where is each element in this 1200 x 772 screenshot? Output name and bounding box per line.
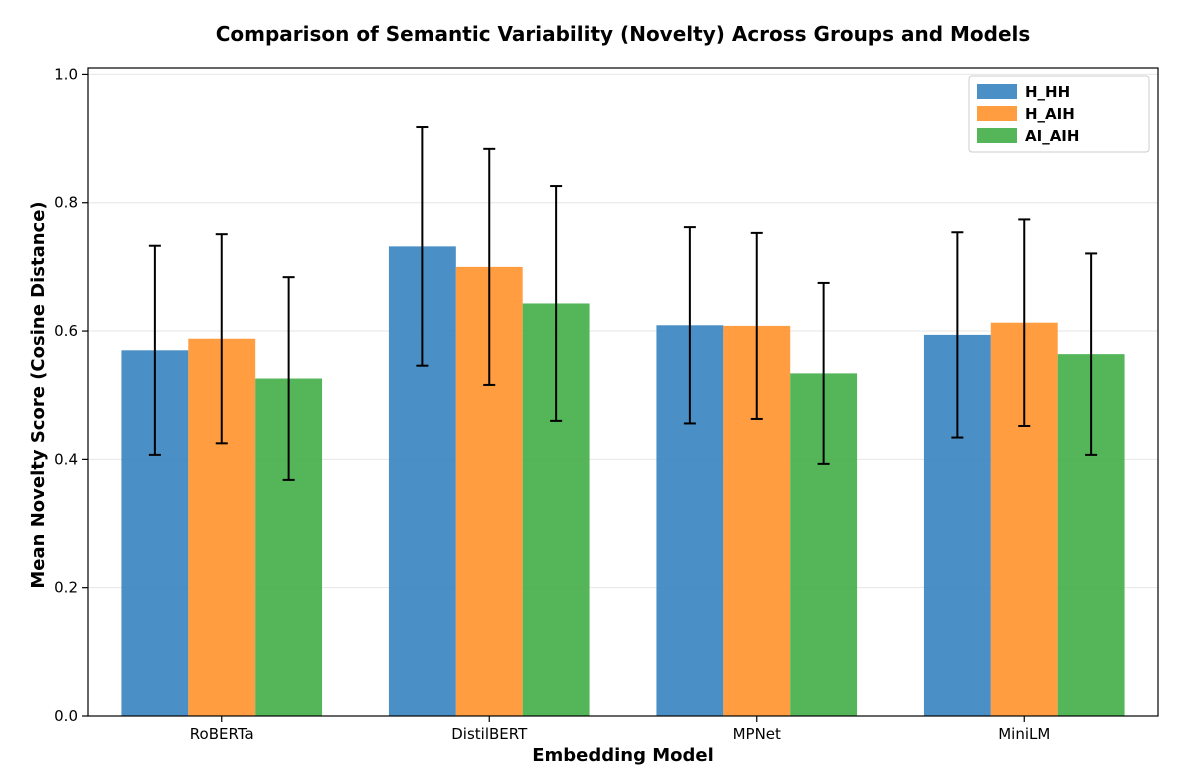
y-tick-label: 0.8 bbox=[54, 194, 78, 212]
y-tick-label: 0.2 bbox=[54, 579, 78, 597]
legend-label: H_HH bbox=[1025, 83, 1070, 101]
legend-swatch-H_AIH bbox=[977, 106, 1017, 121]
x-tick-label: MiniLM bbox=[998, 725, 1050, 743]
legend-label: AI_AIH bbox=[1025, 127, 1079, 145]
bars bbox=[121, 246, 1125, 716]
x-tick-label: DistilBERT bbox=[451, 725, 528, 743]
x-axis-ticks: RoBERTa DistilBERT MPNet MiniLM bbox=[190, 716, 1050, 743]
legend-swatch-H_HH bbox=[977, 84, 1017, 99]
legend: H_HH H_AIH AI_AIH bbox=[968, 75, 1150, 153]
y-axis-label: Mean Novelty Score (Cosine Distance) bbox=[28, 201, 49, 588]
y-tick-label: 0.4 bbox=[54, 450, 78, 468]
x-axis-label: Embedding Model bbox=[532, 745, 714, 766]
error-bars bbox=[148, 126, 1098, 481]
chart-title: Comparison of Semantic Variability (Nove… bbox=[216, 22, 1031, 46]
y-tick-label: 0.6 bbox=[54, 322, 78, 340]
legend-swatch-AI_AIH bbox=[977, 128, 1017, 143]
legend-label: H_AIH bbox=[1025, 105, 1075, 123]
y-tick-label: 0.0 bbox=[54, 707, 78, 725]
y-tick-label: 1.0 bbox=[54, 65, 78, 83]
x-tick-label: MPNet bbox=[733, 725, 781, 743]
x-tick-label: RoBERTa bbox=[190, 725, 254, 743]
plot-frame bbox=[87, 67, 1159, 717]
y-axis-ticks: 0.0 0.2 0.4 0.6 0.8 1.0 bbox=[54, 65, 88, 725]
